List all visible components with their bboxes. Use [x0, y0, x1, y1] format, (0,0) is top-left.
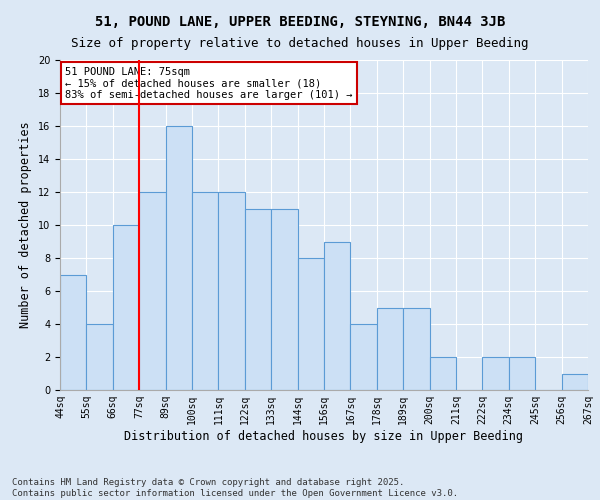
- Text: Contains HM Land Registry data © Crown copyright and database right 2025.
Contai: Contains HM Land Registry data © Crown c…: [12, 478, 458, 498]
- Bar: [482, 357, 509, 390]
- Bar: [86, 324, 113, 390]
- Bar: [139, 192, 166, 390]
- Bar: [271, 208, 298, 390]
- Bar: [562, 374, 588, 390]
- Bar: [218, 192, 245, 390]
- Bar: [113, 225, 139, 390]
- Bar: [403, 308, 430, 390]
- Bar: [377, 308, 403, 390]
- Text: Size of property relative to detached houses in Upper Beeding: Size of property relative to detached ho…: [71, 38, 529, 51]
- Bar: [192, 192, 218, 390]
- Bar: [245, 208, 271, 390]
- Text: 51, POUND LANE, UPPER BEEDING, STEYNING, BN44 3JB: 51, POUND LANE, UPPER BEEDING, STEYNING,…: [95, 15, 505, 29]
- Bar: [166, 126, 192, 390]
- Bar: [60, 274, 86, 390]
- Y-axis label: Number of detached properties: Number of detached properties: [19, 122, 32, 328]
- Bar: [350, 324, 377, 390]
- Bar: [509, 357, 535, 390]
- X-axis label: Distribution of detached houses by size in Upper Beeding: Distribution of detached houses by size …: [125, 430, 523, 443]
- Bar: [430, 357, 456, 390]
- Bar: [324, 242, 350, 390]
- Bar: [298, 258, 324, 390]
- Text: 51 POUND LANE: 75sqm
← 15% of detached houses are smaller (18)
83% of semi-detac: 51 POUND LANE: 75sqm ← 15% of detached h…: [65, 66, 353, 100]
